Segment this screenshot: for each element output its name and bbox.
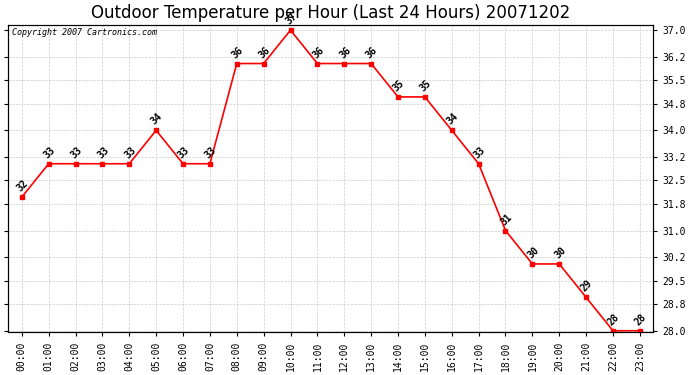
Text: 33: 33 bbox=[472, 145, 487, 160]
Text: 34: 34 bbox=[149, 111, 165, 127]
Text: 29: 29 bbox=[579, 278, 595, 294]
Text: 28: 28 bbox=[633, 312, 649, 327]
Text: 33: 33 bbox=[122, 145, 138, 160]
Text: 37: 37 bbox=[284, 11, 299, 27]
Text: Copyright 2007 Cartronics.com: Copyright 2007 Cartronics.com bbox=[12, 28, 157, 37]
Text: 30: 30 bbox=[525, 245, 541, 260]
Text: 36: 36 bbox=[364, 45, 380, 60]
Text: 36: 36 bbox=[337, 45, 353, 60]
Text: 33: 33 bbox=[68, 145, 84, 160]
Text: 36: 36 bbox=[257, 45, 272, 60]
Text: 28: 28 bbox=[606, 312, 622, 327]
Text: 30: 30 bbox=[552, 245, 568, 260]
Text: 34: 34 bbox=[445, 111, 460, 127]
Text: 33: 33 bbox=[95, 145, 111, 160]
Title: Outdoor Temperature per Hour (Last 24 Hours) 20071202: Outdoor Temperature per Hour (Last 24 Ho… bbox=[91, 4, 571, 22]
Text: 32: 32 bbox=[14, 178, 30, 194]
Text: 33: 33 bbox=[176, 145, 191, 160]
Text: 33: 33 bbox=[41, 145, 57, 160]
Text: 35: 35 bbox=[418, 78, 433, 93]
Text: 36: 36 bbox=[310, 45, 326, 60]
Text: 33: 33 bbox=[203, 145, 218, 160]
Text: 36: 36 bbox=[230, 45, 245, 60]
Text: 35: 35 bbox=[391, 78, 406, 93]
Text: 31: 31 bbox=[499, 211, 514, 227]
